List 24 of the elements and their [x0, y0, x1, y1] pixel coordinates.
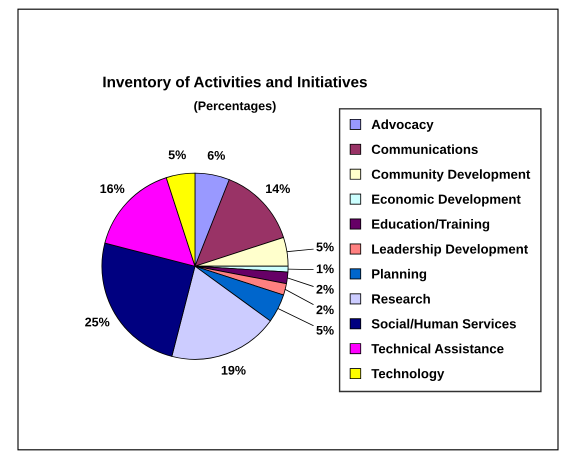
chart-title: Inventory of Activities and Initiatives: [103, 76, 367, 90]
legend-label: Leadership Development: [372, 244, 528, 256]
chart-subtitle: (Percentages): [194, 101, 276, 113]
data-label: 5%: [316, 242, 334, 252]
data-label: 5%: [168, 150, 186, 160]
data-label: 2%: [316, 305, 334, 314]
legend-label: Communications: [372, 144, 478, 154]
data-label: 1%: [316, 264, 334, 274]
legend-label: Economic Development: [372, 194, 521, 206]
data-label: 6%: [208, 150, 225, 160]
legend-label: Education/Training: [372, 219, 490, 232]
data-label: 25%: [85, 318, 110, 326]
legend-label: Technical Assistance: [371, 344, 504, 354]
legend-label: Community Development: [372, 169, 530, 182]
data-label: 16%: [100, 184, 124, 194]
data-label: 5%: [316, 326, 334, 335]
legend-label: Social/Human Services: [372, 318, 516, 329]
legend-label: Advocacy: [372, 119, 434, 132]
data-label: 2%: [316, 284, 334, 294]
legend-label: Technology: [371, 368, 444, 381]
legend-label: Research: [372, 294, 430, 304]
data-label: 19%: [222, 366, 246, 375]
data-label: 14%: [266, 184, 290, 194]
legend-label: Planning: [372, 268, 426, 282]
